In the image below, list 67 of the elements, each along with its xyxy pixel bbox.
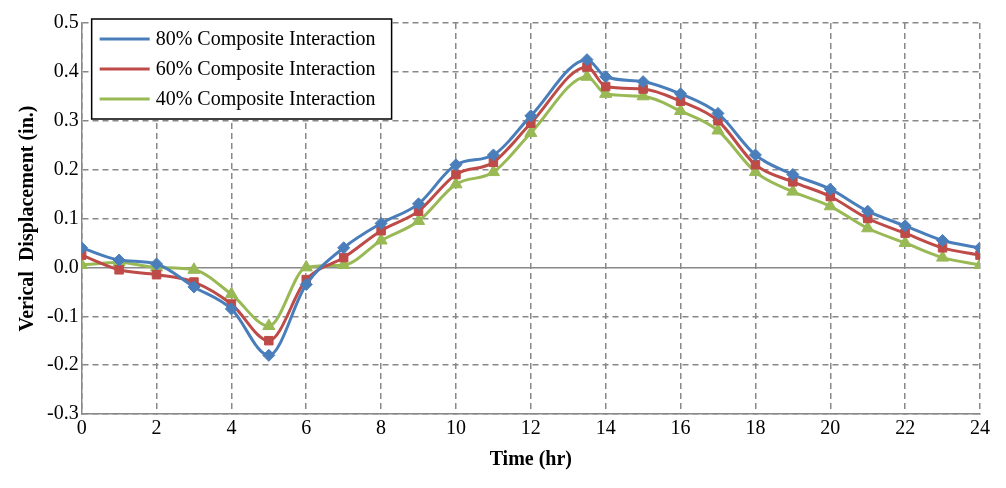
point — [711, 106, 725, 120]
x-axis-title: Time (hr) — [489, 447, 573, 471]
point — [936, 233, 950, 247]
point — [861, 220, 875, 233]
point — [187, 262, 201, 274]
x-tick-label: 8 — [376, 416, 387, 439]
x-tick-label: 4 — [226, 416, 237, 439]
x-tick-label: 2 — [151, 416, 162, 439]
y-tick-label: 0.4 — [53, 59, 79, 82]
point — [449, 158, 463, 172]
point — [151, 269, 162, 280]
point — [823, 198, 837, 211]
y-tick-label: -0.2 — [46, 352, 79, 375]
point — [262, 318, 276, 331]
y-tick-label: 0.5 — [53, 10, 79, 33]
x-tick-label: 18 — [745, 416, 766, 439]
x-tick-label: 6 — [301, 416, 312, 439]
point — [898, 219, 912, 233]
point — [898, 235, 912, 247]
legend-label: 80% Composite Interaction — [155, 27, 376, 51]
point — [861, 204, 875, 218]
x-tick-label: 24 — [970, 416, 990, 439]
point — [636, 75, 650, 89]
y-tick-label: 0.3 — [53, 108, 79, 130]
point — [674, 87, 688, 101]
point — [524, 109, 538, 123]
x-tick-label: 22 — [895, 416, 916, 439]
y-axis-title: Verical Displacement (in.) — [15, 105, 39, 332]
point — [711, 123, 725, 135]
point — [412, 197, 426, 211]
point — [580, 69, 594, 81]
y-tick-label: -0.1 — [46, 303, 79, 326]
point — [748, 148, 762, 162]
x-tick-label: 10 — [445, 416, 466, 439]
x-tick-label: 16 — [670, 416, 691, 439]
legend-label: 40% Composite Interaction — [155, 87, 376, 111]
point — [114, 265, 124, 275]
point — [374, 216, 388, 230]
y-tick-label: 0.0 — [53, 254, 79, 277]
x-tick-label: 20 — [820, 416, 841, 439]
point — [750, 160, 761, 170]
point — [823, 182, 837, 196]
y-tick-label: 0.1 — [53, 205, 79, 228]
point — [299, 277, 313, 291]
point — [936, 250, 950, 262]
point — [786, 184, 800, 196]
point — [486, 148, 500, 162]
point — [580, 53, 594, 67]
y-tick-label: 0.2 — [53, 156, 79, 179]
point — [449, 176, 463, 189]
point — [600, 81, 611, 92]
point — [224, 286, 238, 299]
x-tick-label: 14 — [595, 416, 616, 439]
point — [338, 252, 349, 263]
y-tick-label: -0.3 — [46, 401, 79, 424]
x-tick-label: 12 — [520, 416, 541, 439]
point — [224, 302, 238, 316]
point — [599, 70, 613, 84]
point — [337, 241, 351, 255]
point — [264, 335, 274, 346]
point — [786, 168, 800, 182]
point — [299, 259, 313, 272]
point — [262, 348, 276, 362]
point — [411, 213, 426, 225]
legend-label: 60% Composite Interaction — [155, 57, 376, 81]
point — [451, 169, 461, 180]
point — [187, 280, 201, 294]
